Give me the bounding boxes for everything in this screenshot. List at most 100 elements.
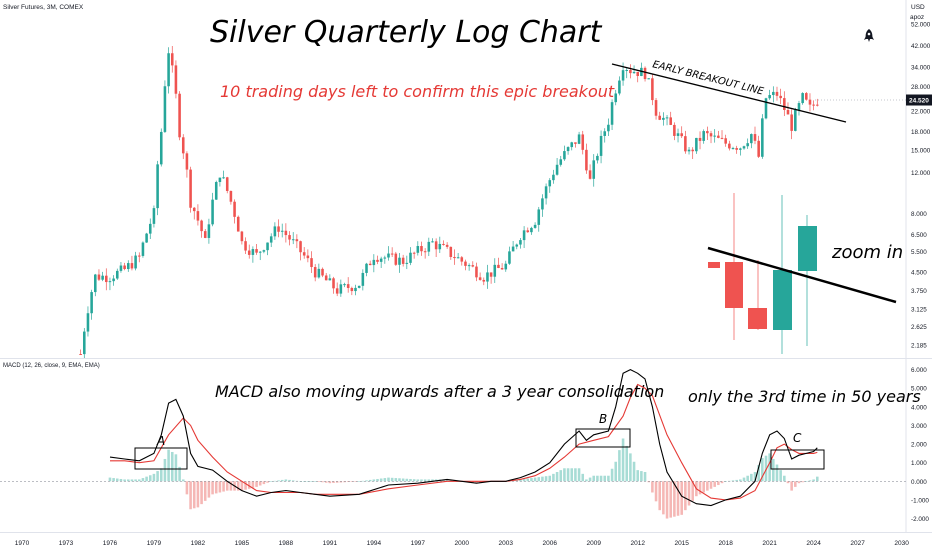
candle-body-133 bbox=[566, 147, 570, 152]
macd-tick-0: 6.000 bbox=[911, 367, 927, 374]
candle-body-107 bbox=[471, 265, 475, 267]
macd-hist-bar-132 bbox=[592, 475, 596, 482]
time-tick-12: 2006 bbox=[543, 540, 558, 547]
macd-hist-bar-68 bbox=[357, 481, 361, 482]
macd-hist-bar-129 bbox=[581, 473, 585, 482]
macd-hist-bar-55 bbox=[310, 481, 313, 482]
price-axis[interactable]: 52.000 42.000 34.000 28.000 22.000 18.000 15.0… bbox=[911, 21, 931, 349]
macd-hist-bar-32 bbox=[225, 481, 229, 491]
candle-body-127 bbox=[544, 186, 548, 199]
macd-hist-bar-19 bbox=[178, 466, 181, 482]
candle-body-45 bbox=[244, 241, 247, 251]
candle-body-198 bbox=[805, 93, 808, 100]
time-axis[interactable]: 1970 1973 1976 1979 1982 1985 1988 1991 1994 1997… bbox=[15, 540, 909, 547]
macd-hist-bar-6 bbox=[130, 479, 134, 482]
box-b[interactable] bbox=[575, 428, 631, 448]
macd-hist-bar-7 bbox=[134, 479, 137, 482]
macd-hist-bar-127 bbox=[574, 468, 577, 482]
macd-hist-bar-123 bbox=[559, 470, 563, 482]
macd-hist-bar-50 bbox=[291, 480, 295, 482]
candle-body-122 bbox=[526, 230, 530, 233]
macd-hist-bar-64 bbox=[343, 481, 346, 483]
candle-body-21 bbox=[156, 164, 159, 209]
box-a[interactable] bbox=[134, 447, 188, 470]
rocket-icon[interactable] bbox=[864, 29, 874, 42]
third-time-annotation[interactable]: only the 3rd time in 50 years bbox=[688, 387, 921, 406]
time-tick-18: 2024 bbox=[806, 540, 821, 547]
candle-body-33 bbox=[200, 220, 203, 232]
candle-body-84 bbox=[387, 253, 390, 258]
macd-hist-bar-35 bbox=[236, 481, 240, 491]
macd-hist-bar-191 bbox=[808, 480, 812, 482]
macd-hist-bar-23 bbox=[192, 481, 196, 509]
candle-body-32 bbox=[196, 211, 200, 221]
macd-hist-bar-84 bbox=[416, 479, 420, 482]
candle-body-152 bbox=[636, 71, 640, 77]
candle-body-26 bbox=[174, 65, 178, 94]
macd-main-line bbox=[109, 368, 818, 507]
macd-hist-bar-53 bbox=[302, 481, 306, 482]
candle-body-77 bbox=[361, 272, 365, 286]
macd-tick-2: 4.000 bbox=[911, 404, 927, 411]
scale-mode-label[interactable]: apoz bbox=[910, 14, 924, 21]
chart-title-annotation[interactable]: Silver Quarterly Log Chart bbox=[210, 15, 603, 50]
macd-signal-line bbox=[110, 383, 818, 501]
macd-hist-bar-118 bbox=[541, 476, 544, 482]
macd-hist-bar-162 bbox=[702, 481, 705, 493]
macd-axis[interactable]: 6.000 5.000 4.000 3.000 2.000 1.000 0.000 -1.00… bbox=[911, 367, 929, 523]
candle-body-161 bbox=[669, 117, 672, 125]
macd-tick-3: 3.000 bbox=[911, 423, 927, 430]
macd-hist-bar-149 bbox=[654, 481, 658, 502]
candle-body-168 bbox=[695, 137, 698, 152]
currency-label: USD bbox=[911, 4, 925, 11]
box-c[interactable] bbox=[770, 449, 825, 470]
price-tick-10: 5.500 bbox=[911, 249, 927, 256]
macd-hist-bar-49 bbox=[288, 479, 291, 482]
macd-hist-bar-141 bbox=[625, 445, 629, 482]
candle-body-75 bbox=[354, 287, 357, 292]
candle-body-169 bbox=[698, 137, 702, 141]
macd-hist-bar-12 bbox=[152, 473, 156, 482]
breakout-trendline[interactable] bbox=[611, 63, 847, 123]
candle-body-83 bbox=[383, 257, 387, 259]
candle-body-3 bbox=[90, 292, 93, 314]
candle-body-109 bbox=[478, 277, 482, 280]
macd-hist-bar-33 bbox=[229, 481, 233, 491]
macd-hist-bar-146 bbox=[643, 472, 647, 482]
macd-hist-bar-117 bbox=[537, 477, 541, 482]
macd-hist-bar-57 bbox=[317, 481, 321, 482]
candle-body-98 bbox=[438, 243, 442, 250]
macd-hist-bar-67 bbox=[354, 481, 357, 482]
candle-body-163 bbox=[676, 133, 680, 136]
symbol-header[interactable]: Silver Futures, 3M, COMEX bbox=[3, 4, 84, 11]
subtitle-annotation[interactable]: 10 trading days left to confirm this epi… bbox=[220, 82, 615, 101]
macd-hist-bar-158 bbox=[687, 481, 691, 506]
time-tick-1: 1973 bbox=[59, 540, 74, 547]
macd-hist-bar-92 bbox=[445, 479, 449, 482]
macd-hist-bar-168 bbox=[724, 481, 727, 482]
candle-body-90 bbox=[409, 252, 412, 263]
candles bbox=[79, 45, 819, 358]
macd-hist-bar-16 bbox=[167, 449, 170, 482]
candle-body-80 bbox=[372, 259, 376, 266]
price-tick-11: 4.500 bbox=[911, 269, 927, 276]
macd-header[interactable]: MACD (12, 26, close, 9, EMA, EMA) bbox=[3, 363, 100, 369]
zoom-inset[interactable] bbox=[707, 193, 897, 354]
macd-note-annotation[interactable]: MACD also moving upwards after a 3 year … bbox=[215, 382, 664, 401]
candle-body-125 bbox=[537, 209, 541, 225]
time-tick-5: 1985 bbox=[235, 540, 250, 547]
macd-hist-bar-178 bbox=[761, 458, 764, 482]
candle-body-79 bbox=[368, 263, 372, 266]
macd-hist-bar-131 bbox=[588, 477, 592, 482]
macd-hist-bar-122 bbox=[555, 472, 559, 482]
candle-body-110 bbox=[482, 279, 486, 282]
zoom-in-label[interactable]: zoom in bbox=[831, 242, 903, 263]
candle-body-108 bbox=[475, 266, 478, 278]
candle-body-179 bbox=[735, 148, 738, 150]
macd-hist-bar-180 bbox=[768, 453, 771, 482]
macd-hist-bar-46 bbox=[277, 480, 280, 482]
macd-hist-bar-26 bbox=[203, 481, 207, 501]
candle-body-200 bbox=[812, 104, 815, 106]
macd-tick-1: 5.000 bbox=[911, 386, 927, 393]
